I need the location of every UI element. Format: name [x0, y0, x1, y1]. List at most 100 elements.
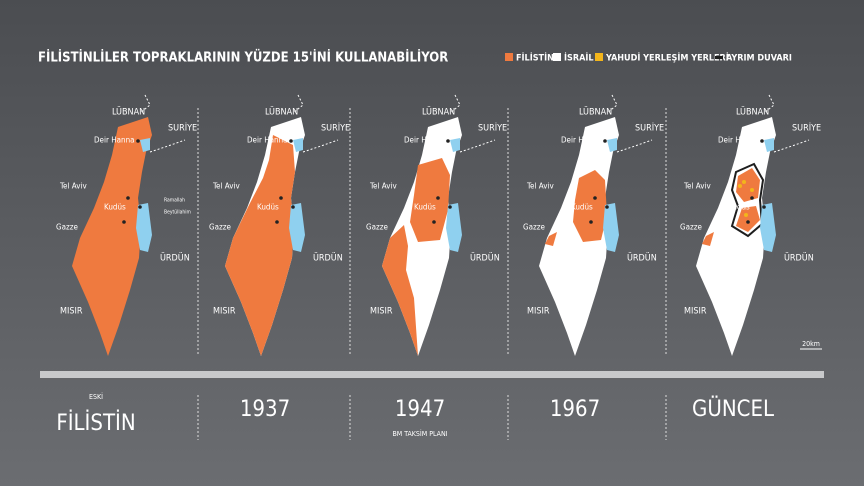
palestinian-territory	[225, 135, 295, 356]
place-label: MISIR	[60, 307, 83, 317]
place-label: ÜRDÜN	[470, 253, 500, 264]
place-label: Beytüllahim	[164, 210, 191, 216]
city-dot	[446, 139, 450, 143]
city-dot	[289, 139, 293, 143]
legend-label: YAHUDİ YERLEŞİM YERLERİ	[605, 53, 729, 64]
era-year: 1947	[395, 397, 445, 422]
city-dot	[605, 205, 609, 209]
place-label: MISIR	[370, 307, 393, 317]
legend-swatch	[553, 53, 561, 61]
city-dot	[279, 196, 283, 200]
place-label: Gazze	[366, 223, 389, 232]
place-label: Tel Aviv	[212, 182, 240, 191]
palestinian-territory	[545, 232, 557, 246]
map-panel: LÜBNAN SURİYE Deir Hanna Tel Aviv Kudüs Gazze…	[523, 94, 664, 356]
place-label: Tel Aviv	[683, 182, 711, 191]
era-year: GÜNCEL	[692, 396, 774, 422]
place-label: ÜRDÜN	[160, 253, 190, 264]
place-label: MISIR	[684, 307, 707, 317]
map-panel: LÜBNAN SURİYE Deir Hanna Tel Aviv Kudüs Gazze…	[209, 94, 350, 356]
water	[289, 138, 305, 252]
city-dot	[760, 139, 764, 143]
place-label: Ramallah	[164, 198, 185, 204]
city-dot	[432, 220, 436, 224]
era-year: FİLİSTİN	[56, 410, 135, 436]
legend-swatch	[505, 53, 513, 61]
palestinian-territory	[736, 168, 760, 202]
city-dot	[589, 220, 593, 224]
city-dot	[275, 220, 279, 224]
place-label: Deir Hanna	[247, 136, 288, 145]
place-label: SURİYE	[168, 123, 197, 134]
place-label: ÜRDÜN	[627, 253, 657, 264]
place-label: Kudüs	[728, 203, 750, 212]
city-dot	[746, 220, 750, 224]
water	[136, 138, 152, 252]
city-dot	[126, 196, 130, 200]
place-label: Kudüs	[414, 203, 436, 212]
place-label: Kudüs	[571, 203, 593, 212]
place-label: LÜBNAN	[112, 107, 145, 118]
place-label: Gazze	[523, 223, 546, 232]
palestinian-territory	[573, 170, 607, 242]
place-label: SURİYE	[321, 123, 350, 134]
place-label: MISIR	[213, 307, 236, 317]
place-label: Deir Hanna	[561, 136, 602, 145]
palestinian-territory	[736, 206, 760, 232]
place-label: Tel Aviv	[59, 182, 87, 191]
city-dot	[136, 139, 140, 143]
era-caption: BM TAKSİM PLANI	[392, 429, 447, 438]
place-label: MISIR	[527, 307, 550, 317]
land	[72, 117, 152, 356]
city-dot	[762, 205, 766, 209]
legend-swatch	[595, 53, 603, 61]
place-label: Kudüs	[104, 203, 126, 212]
city-dot	[291, 205, 295, 209]
place-label: Kudüs	[257, 203, 279, 212]
city-dot	[750, 196, 754, 200]
place-label: Deir Hanna	[94, 136, 135, 145]
city-dot	[436, 196, 440, 200]
settlement	[750, 188, 754, 192]
place-label: Gazze	[209, 223, 232, 232]
city-dot	[448, 205, 452, 209]
water	[603, 138, 619, 252]
place-label: Gazze	[680, 223, 703, 232]
legend: FİLİSTİN İSRAİL YAHUDİ YERLEŞİM YERLERİAYR…	[505, 53, 792, 64]
place-label: Deir Hanna	[404, 136, 445, 145]
place-label: SURİYE	[792, 123, 821, 134]
place-label: SURİYE	[478, 123, 507, 134]
place-label: Gazze	[56, 223, 79, 232]
era-year: 1967	[550, 397, 600, 422]
place-label: Tel Aviv	[369, 182, 397, 191]
legend-swatch	[715, 56, 723, 59]
scale-label: 20km	[802, 340, 820, 348]
palestinian-territory	[702, 232, 714, 246]
palestinian-territory	[410, 158, 450, 242]
place-label: LÜBNAN	[265, 107, 298, 118]
water	[760, 138, 776, 252]
place-label: ÜRDÜN	[784, 253, 814, 264]
settlement	[744, 213, 748, 217]
water	[446, 138, 462, 252]
city-dot	[122, 220, 126, 224]
place-label: ÜRDÜN	[313, 253, 343, 264]
legend-label: AYRIM DUVARI	[726, 54, 792, 64]
place-label: Tel Aviv	[526, 182, 554, 191]
place-label: LÜBNAN	[422, 107, 455, 118]
legend-label: FİLİSTİN	[516, 53, 554, 64]
title: FİLİSTİNLİLER TOPRAKLARININ YÜZDE 15'İNİ…	[38, 50, 448, 66]
map-panel: LÜBNAN SURİYE Deir Hanna Tel Aviv Kudüs Gazze…	[366, 94, 507, 356]
place-label: LÜBNAN	[736, 107, 769, 118]
timeline-bar	[40, 371, 824, 378]
map-panel: LÜBNAN SURİYE Deir Hanna Tel Aviv Kudüs Gazze…	[680, 94, 821, 356]
panels: LÜBNAN SURİYE Deir Hanna Tel Aviv Kudüs Gazze…	[56, 94, 821, 440]
city-dot	[593, 196, 597, 200]
era-year: 1937	[240, 397, 290, 422]
place-label: SURİYE	[635, 123, 664, 134]
palestinian-territory	[382, 225, 418, 356]
city-dot	[603, 139, 607, 143]
legend-label: İSRAİL	[564, 53, 594, 64]
settlement	[738, 184, 742, 188]
